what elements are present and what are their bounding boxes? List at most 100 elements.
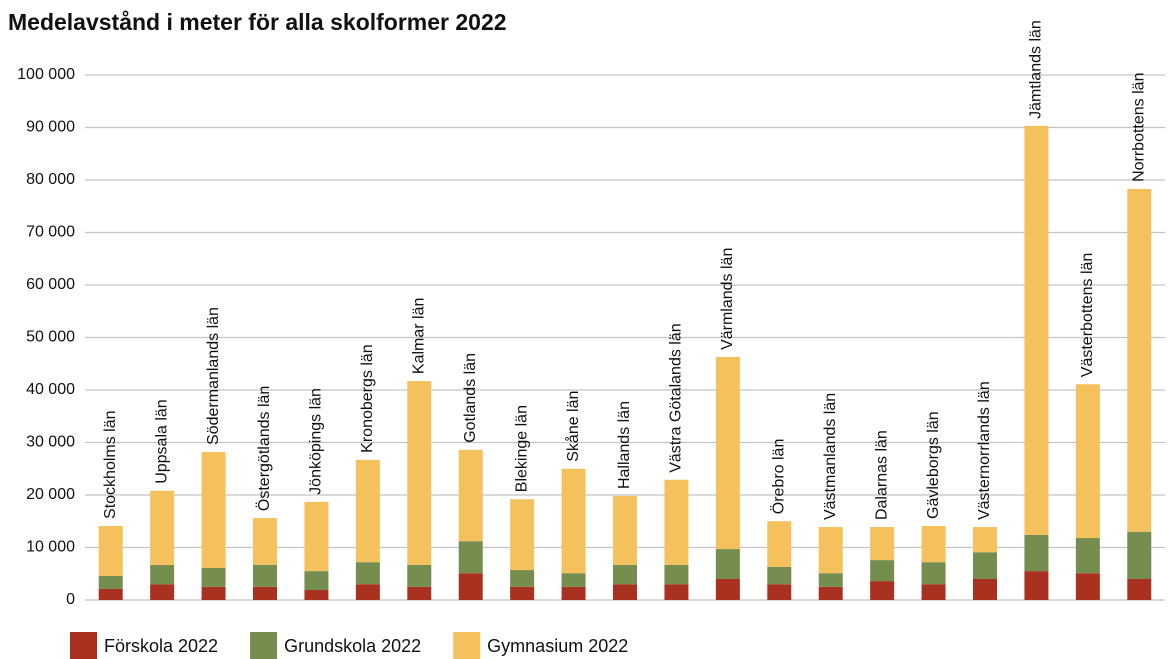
category-label: Västernorrlands län	[976, 381, 993, 520]
bar-segment	[253, 564, 277, 587]
bar-segment	[1024, 125, 1049, 535]
category-label: Blekinge län	[513, 405, 530, 492]
bar-segment	[510, 570, 535, 587]
bar-segment	[304, 590, 329, 600]
bar-segment	[818, 573, 843, 587]
bar-segment	[767, 566, 792, 585]
category-label: Västerbottens län	[1079, 253, 1096, 378]
category-label: Stockholms län	[102, 410, 119, 519]
y-tick-label: 60 000	[26, 276, 75, 293]
category-label: Hallands län	[616, 401, 633, 489]
bar-segment	[561, 573, 586, 587]
category-label: Kalmar län	[411, 298, 428, 374]
bar-segment	[664, 584, 689, 600]
legend-label: Grundskola 2022	[284, 636, 421, 656]
y-tick-label: 70 000	[26, 224, 75, 241]
category-label: Södermanlands län	[205, 307, 222, 445]
bar-segment	[98, 588, 123, 600]
category-label: Örebro län	[770, 439, 788, 515]
bar-segment	[973, 527, 997, 553]
bar-segment	[355, 562, 380, 585]
category-label: Värmlands län	[719, 248, 736, 350]
category-label: Jämtlands län	[1028, 20, 1045, 119]
bar-segment	[1075, 573, 1100, 600]
category-label: Gävleborgs län	[925, 411, 942, 519]
bar-segment	[715, 356, 740, 550]
y-tick-label: 30 000	[26, 434, 75, 451]
bar-segment	[304, 501, 329, 572]
category-label: Dalarnas län	[873, 430, 890, 520]
bar-segment	[510, 499, 535, 571]
bar-segment	[715, 579, 740, 600]
bar-segment	[150, 564, 175, 585]
bar-segment	[818, 586, 843, 600]
bar-segment	[407, 381, 432, 565]
bar-segment	[973, 552, 997, 579]
bar-segment	[921, 562, 946, 585]
bar-segment	[1127, 579, 1152, 600]
bar-segment	[921, 584, 946, 600]
y-tick-label: 40 000	[26, 381, 75, 398]
bar-segment	[201, 586, 226, 600]
y-tick-label: 20 000	[26, 486, 75, 503]
bar-segment	[715, 549, 740, 579]
legend-label: Förskola 2022	[104, 636, 218, 656]
bar-segment	[1127, 531, 1152, 579]
bar-segment	[613, 564, 637, 585]
category-label: Norrbottens län	[1131, 73, 1148, 182]
y-tick-label: 0	[66, 591, 75, 608]
bar-segment	[818, 527, 843, 574]
bar-segment	[458, 573, 483, 600]
chart-title: Medelavstånd i meter för alla skolformer…	[8, 9, 507, 35]
category-label: Östergötlands län	[255, 386, 273, 511]
category-label: Skåne län	[564, 391, 582, 462]
bar-segment	[870, 527, 895, 561]
bar-segment	[1075, 538, 1100, 574]
y-tick-label: 90 000	[26, 119, 75, 136]
category-label: Västmanlands län	[822, 393, 839, 520]
bar-segment	[973, 579, 997, 600]
bar-segment	[355, 584, 380, 600]
bar-segment	[613, 584, 637, 600]
bar-segment	[253, 518, 277, 565]
legend-swatch	[453, 632, 481, 659]
bar-segment	[407, 586, 432, 600]
bar-segment	[458, 541, 483, 574]
bar-segment	[458, 449, 483, 542]
y-tick-label: 10 000	[26, 539, 75, 556]
bar-segment	[1024, 571, 1049, 600]
category-label: Gotlands län	[462, 353, 479, 443]
y-tick-label: 50 000	[26, 329, 75, 346]
bar-segment	[201, 567, 226, 587]
category-label: Kronobergs län	[359, 344, 376, 453]
category-label: Västra Götalands län	[668, 323, 685, 472]
bar-segment	[1075, 384, 1100, 539]
bar-segment	[407, 564, 432, 587]
bar-segment	[304, 571, 329, 591]
bar-segment	[150, 490, 175, 565]
legend-swatch	[70, 632, 97, 659]
legend-label: Gymnasium 2022	[487, 636, 628, 656]
y-tick-label: 80 000	[26, 171, 75, 188]
bar-segment	[253, 586, 277, 600]
bar-segment	[870, 581, 895, 600]
bar-segment	[921, 525, 946, 563]
bar-segment	[561, 468, 586, 574]
bar-segment	[510, 586, 535, 600]
bar-segment	[1127, 188, 1152, 532]
bar-segment	[1024, 534, 1049, 572]
category-label: Uppsala län	[153, 399, 170, 484]
bar-segment	[201, 451, 226, 568]
category-label: Jönköpings län	[308, 388, 325, 495]
bar-segment	[664, 564, 689, 585]
bar-segment	[664, 479, 689, 565]
bar-segment	[767, 584, 792, 600]
bar-segment	[767, 521, 792, 567]
bar-segment	[870, 560, 895, 582]
legend-swatch	[250, 632, 278, 659]
y-tick-label: 100 000	[17, 66, 75, 83]
bar-segment	[613, 496, 637, 565]
bar-segment	[355, 459, 380, 563]
bar-segment	[150, 584, 175, 600]
